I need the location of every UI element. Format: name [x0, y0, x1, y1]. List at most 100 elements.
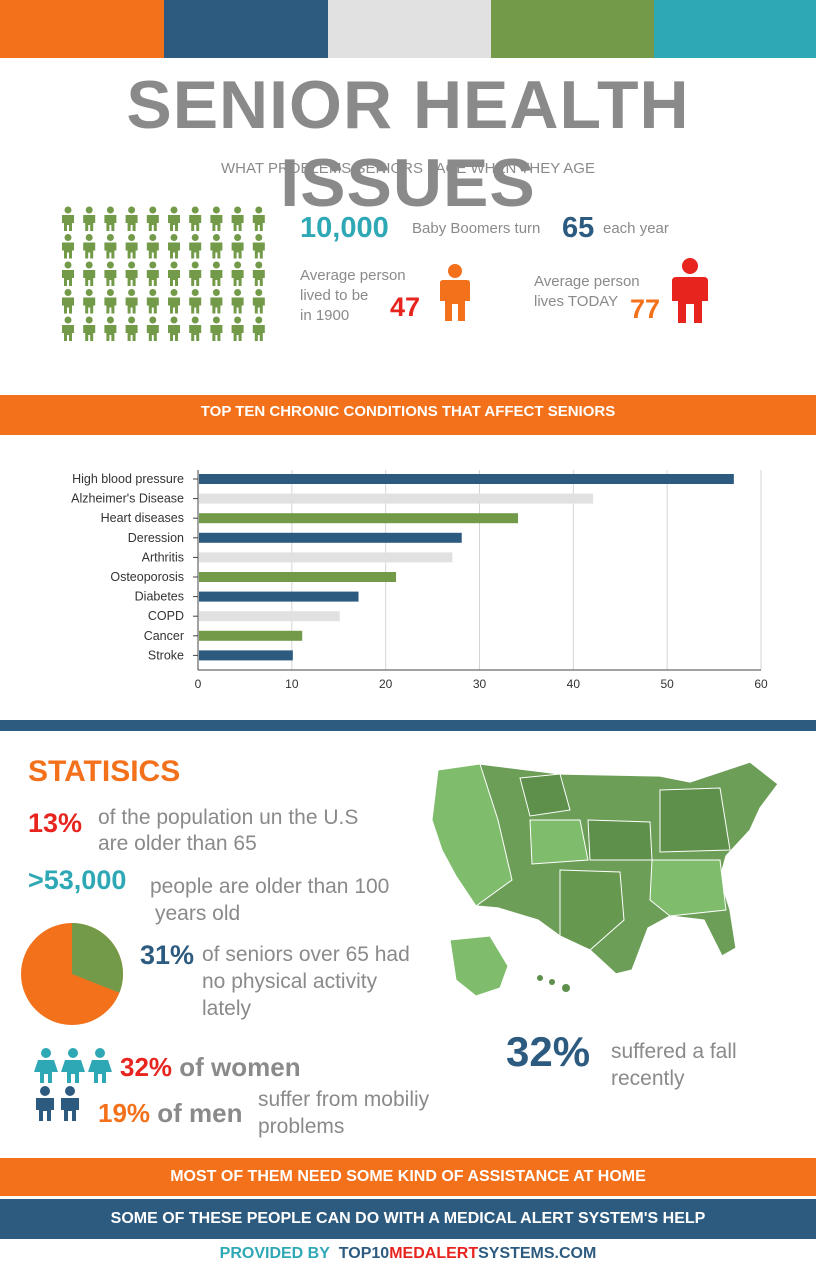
bar	[199, 493, 594, 504]
stat-31-line-1: of seniors over 65 had	[202, 943, 410, 966]
person-icon	[125, 206, 138, 231]
men-text: of men	[157, 1098, 243, 1128]
women-icons	[34, 1048, 112, 1083]
age-number: 65	[562, 212, 595, 244]
stat-13-line-1: of the population un the U.S	[98, 806, 359, 829]
footer-site-part-3[interactable]: SYSTEMS.COM	[478, 1245, 597, 1262]
person-icon	[125, 234, 138, 259]
person-icon	[231, 316, 244, 341]
color-block-teal	[654, 0, 816, 58]
us-map-illustration	[431, 761, 779, 997]
stat-13-value: 13%	[28, 808, 83, 838]
bar	[199, 474, 734, 484]
stat-31-value: 31%	[140, 940, 195, 970]
person-icon	[104, 289, 117, 314]
man-icon	[61, 1086, 79, 1121]
mobility-line-1: suffer from mobiliy	[258, 1088, 430, 1111]
bar	[199, 552, 453, 563]
activity-pie-chart	[21, 923, 124, 1025]
color-block-navy	[164, 0, 328, 58]
person-icon	[168, 289, 180, 314]
person-icon	[252, 234, 265, 259]
person-icon	[125, 316, 138, 341]
woman-icon	[61, 1048, 85, 1083]
page-title: SENIOR HEALTH ISSUES	[126, 67, 690, 221]
person-icon	[62, 261, 74, 286]
fall-line-1: suffered a fall	[611, 1040, 737, 1063]
person-icon	[252, 206, 265, 231]
category-label: Arthritis	[142, 550, 184, 564]
category-label: COPD	[148, 609, 184, 623]
person-icon	[252, 316, 265, 341]
stat-31-text: of seniors over 65 had no physical activ…	[202, 941, 410, 1022]
lived-1900-line-2: lived to be	[300, 287, 369, 304]
boomers-number: 10,000	[300, 212, 389, 244]
stat-53000-value: >53,000	[28, 865, 127, 895]
women-text: of women	[179, 1052, 301, 1082]
person-icon	[104, 316, 117, 341]
lives-today-label: Average person lives TODAY	[534, 272, 640, 312]
men-stat: 19% of men	[98, 1098, 243, 1129]
person-icon	[189, 289, 202, 314]
person-icon	[189, 316, 202, 341]
footer-site-part-2[interactable]: MEDALERT	[389, 1245, 479, 1262]
woman-icon	[88, 1048, 112, 1083]
stat-13-text: of the population un the U.S are older t…	[98, 805, 358, 857]
men-icons	[36, 1086, 79, 1121]
us-map-hawaii-3	[562, 984, 570, 992]
fall-text: suffered a fall recently	[611, 1038, 737, 1092]
woman-icon	[34, 1048, 58, 1083]
women-stat: 32% of women	[120, 1052, 301, 1083]
stat-31-line-3: lately	[202, 997, 252, 1020]
person-icon	[210, 289, 223, 314]
lived-1900-label: Average person lived to be in 1900	[300, 266, 406, 326]
age-text: each year	[603, 220, 669, 237]
bar	[199, 591, 359, 602]
person-icon	[146, 261, 159, 286]
person-icon	[231, 289, 244, 314]
person-icon	[168, 206, 180, 231]
person-icon	[104, 234, 117, 259]
bar	[199, 650, 293, 661]
lives-today-line-1: Average person	[534, 273, 640, 290]
us-map-texas	[559, 869, 625, 951]
person-icon	[104, 261, 117, 286]
person-icon	[146, 289, 159, 314]
x-tick-label: 40	[567, 677, 581, 691]
footer-site-part-1[interactable]: TOP10	[338, 1245, 390, 1262]
bar	[199, 572, 397, 582]
mobility-text: suffer from mobiliy problems	[258, 1086, 429, 1140]
color-block-gray	[328, 0, 491, 58]
person-icon	[83, 289, 96, 314]
boomers-text: Baby Boomers turn	[412, 220, 541, 237]
conditions-band: TOP TEN CHRONIC CONDITIONS THAT AFFECT S…	[0, 395, 816, 435]
x-tick-label: 10	[285, 677, 299, 691]
stat-13-line-2: are older than 65	[98, 832, 257, 855]
person-icon	[252, 261, 265, 286]
us-map-midwest	[659, 787, 731, 853]
us-map-west-coast	[431, 763, 513, 907]
x-tick-label: 30	[473, 677, 487, 691]
person-icon	[210, 234, 223, 259]
us-map-region-a	[519, 773, 571, 817]
medical-alert-band: SOME OF THESE PEOPLE CAN DO WITH A MEDIC…	[0, 1199, 816, 1239]
person-icon	[189, 261, 202, 286]
us-map-hawaii-2	[549, 979, 555, 985]
fall-line-2: recently	[611, 1067, 685, 1090]
conditions-bar-chart: 0 10 20 30 40 50 60 High blood pressure Alzheime…	[71, 470, 768, 691]
stat-31-line-2: no physical activity	[202, 970, 378, 993]
statistics-heading: STATISICS	[28, 755, 181, 788]
person-icon	[189, 234, 202, 259]
category-label: Stroke	[148, 648, 184, 662]
person-icon	[104, 206, 117, 231]
person-icon	[62, 316, 74, 341]
x-tick-label: 20	[379, 677, 393, 691]
category-label: Diabetes	[135, 590, 184, 604]
person-icon	[252, 289, 265, 314]
assistance-band: MOST OF THEM NEED SOME KIND OF ASSISTANC…	[0, 1158, 816, 1196]
pie-slice-inactive	[72, 923, 124, 993]
page-subtitle: WHAT PROBLEMS SENIORS FACE WHEN THEY AGE	[221, 160, 595, 177]
lived-1900-value: 47	[390, 292, 421, 322]
category-label: Deression	[128, 531, 184, 545]
person-icon	[146, 206, 159, 231]
